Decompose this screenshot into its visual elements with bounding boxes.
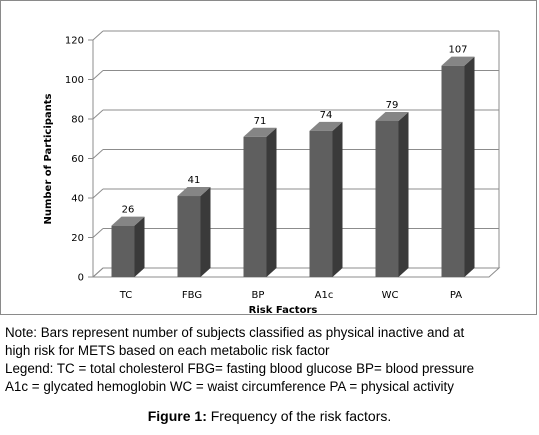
grid-connector bbox=[92, 228, 104, 238]
x-tick-label-wc: WC bbox=[382, 290, 399, 301]
x-tick-label-tc: TC bbox=[119, 290, 133, 301]
bar-top-a1c bbox=[309, 121, 343, 131]
chart-note: Note: Bars represent number of subjects … bbox=[5, 324, 535, 396]
chart-frame: 0 20 40 60 80 100 120 26 TC 41 FBG 71 BP 74 A1c 79 WC 107… bbox=[0, 0, 537, 316]
y-tick-label: 80 bbox=[71, 115, 84, 126]
y-tick-label: 100 bbox=[65, 75, 84, 86]
x-tick-label-a1c: A1c bbox=[315, 290, 334, 301]
bar-wc bbox=[375, 120, 399, 277]
data-label-wc: 79 bbox=[386, 100, 399, 111]
figure-caption: Figure 1: Frequency of the risk factors. bbox=[0, 408, 539, 424]
bar-a1c bbox=[309, 130, 333, 277]
x-tick-label-bp: BP bbox=[252, 290, 265, 301]
note-line-2: high risk for METS based on each metabol… bbox=[5, 343, 330, 358]
x-tick-label-pa: PA bbox=[450, 290, 462, 301]
bar-side-bp bbox=[266, 127, 277, 278]
bar-tc bbox=[111, 225, 135, 277]
bar-top-tc bbox=[111, 216, 145, 226]
grid-connector bbox=[92, 70, 104, 80]
bar-top-fbg bbox=[177, 187, 211, 197]
grid-connector bbox=[92, 30, 104, 41]
bar-side-tc bbox=[134, 216, 145, 277]
bar-fbg bbox=[177, 196, 201, 277]
y-tick-label: 40 bbox=[71, 194, 84, 205]
y-axis-title: Number of Participants bbox=[43, 93, 54, 224]
figure-label: Figure 1: bbox=[147, 408, 207, 424]
bar-side-pa bbox=[464, 56, 475, 277]
bar-chart: 0 20 40 60 80 100 120 26 TC 41 FBG 71 BP 74 A1c 79 WC 107… bbox=[43, 30, 501, 316]
chart-floor bbox=[91, 267, 501, 278]
bar-top-wc bbox=[375, 111, 409, 121]
bar-side-fbg bbox=[200, 187, 211, 277]
y-tick-label: 20 bbox=[71, 233, 84, 244]
y-tick-label: 120 bbox=[65, 36, 84, 47]
note-line-1: Note: Bars represent number of subjects … bbox=[5, 325, 465, 340]
bar-side-a1c bbox=[332, 121, 343, 277]
data-label-fbg: 41 bbox=[188, 175, 201, 186]
bar-bp bbox=[243, 136, 267, 277]
grid-connector bbox=[92, 109, 104, 120]
x-tick-label-fbg: FBG bbox=[182, 290, 202, 301]
figure-title: Frequency of the risk factors. bbox=[206, 408, 392, 424]
legend-line-1: Legend: TC = total cholesterol FBG= fast… bbox=[5, 361, 475, 376]
y-tick-label: 60 bbox=[71, 154, 84, 165]
data-label-a1c: 74 bbox=[320, 110, 333, 121]
legend-line-2: A1c = glycated hemoglobin WC = waist cir… bbox=[5, 379, 454, 394]
grid-connector bbox=[92, 149, 104, 159]
bar-pa bbox=[441, 65, 465, 277]
bar-top-bp bbox=[243, 127, 277, 137]
y-tick-label: 0 bbox=[78, 273, 84, 284]
x-axis-title: Risk Factors bbox=[249, 305, 318, 316]
data-label-tc: 26 bbox=[122, 205, 135, 216]
data-label-pa: 107 bbox=[448, 45, 467, 56]
bar-top-pa bbox=[441, 56, 475, 66]
data-label-bp: 71 bbox=[254, 116, 267, 127]
bar-side-wc bbox=[398, 111, 409, 277]
grid-connector bbox=[92, 188, 104, 199]
